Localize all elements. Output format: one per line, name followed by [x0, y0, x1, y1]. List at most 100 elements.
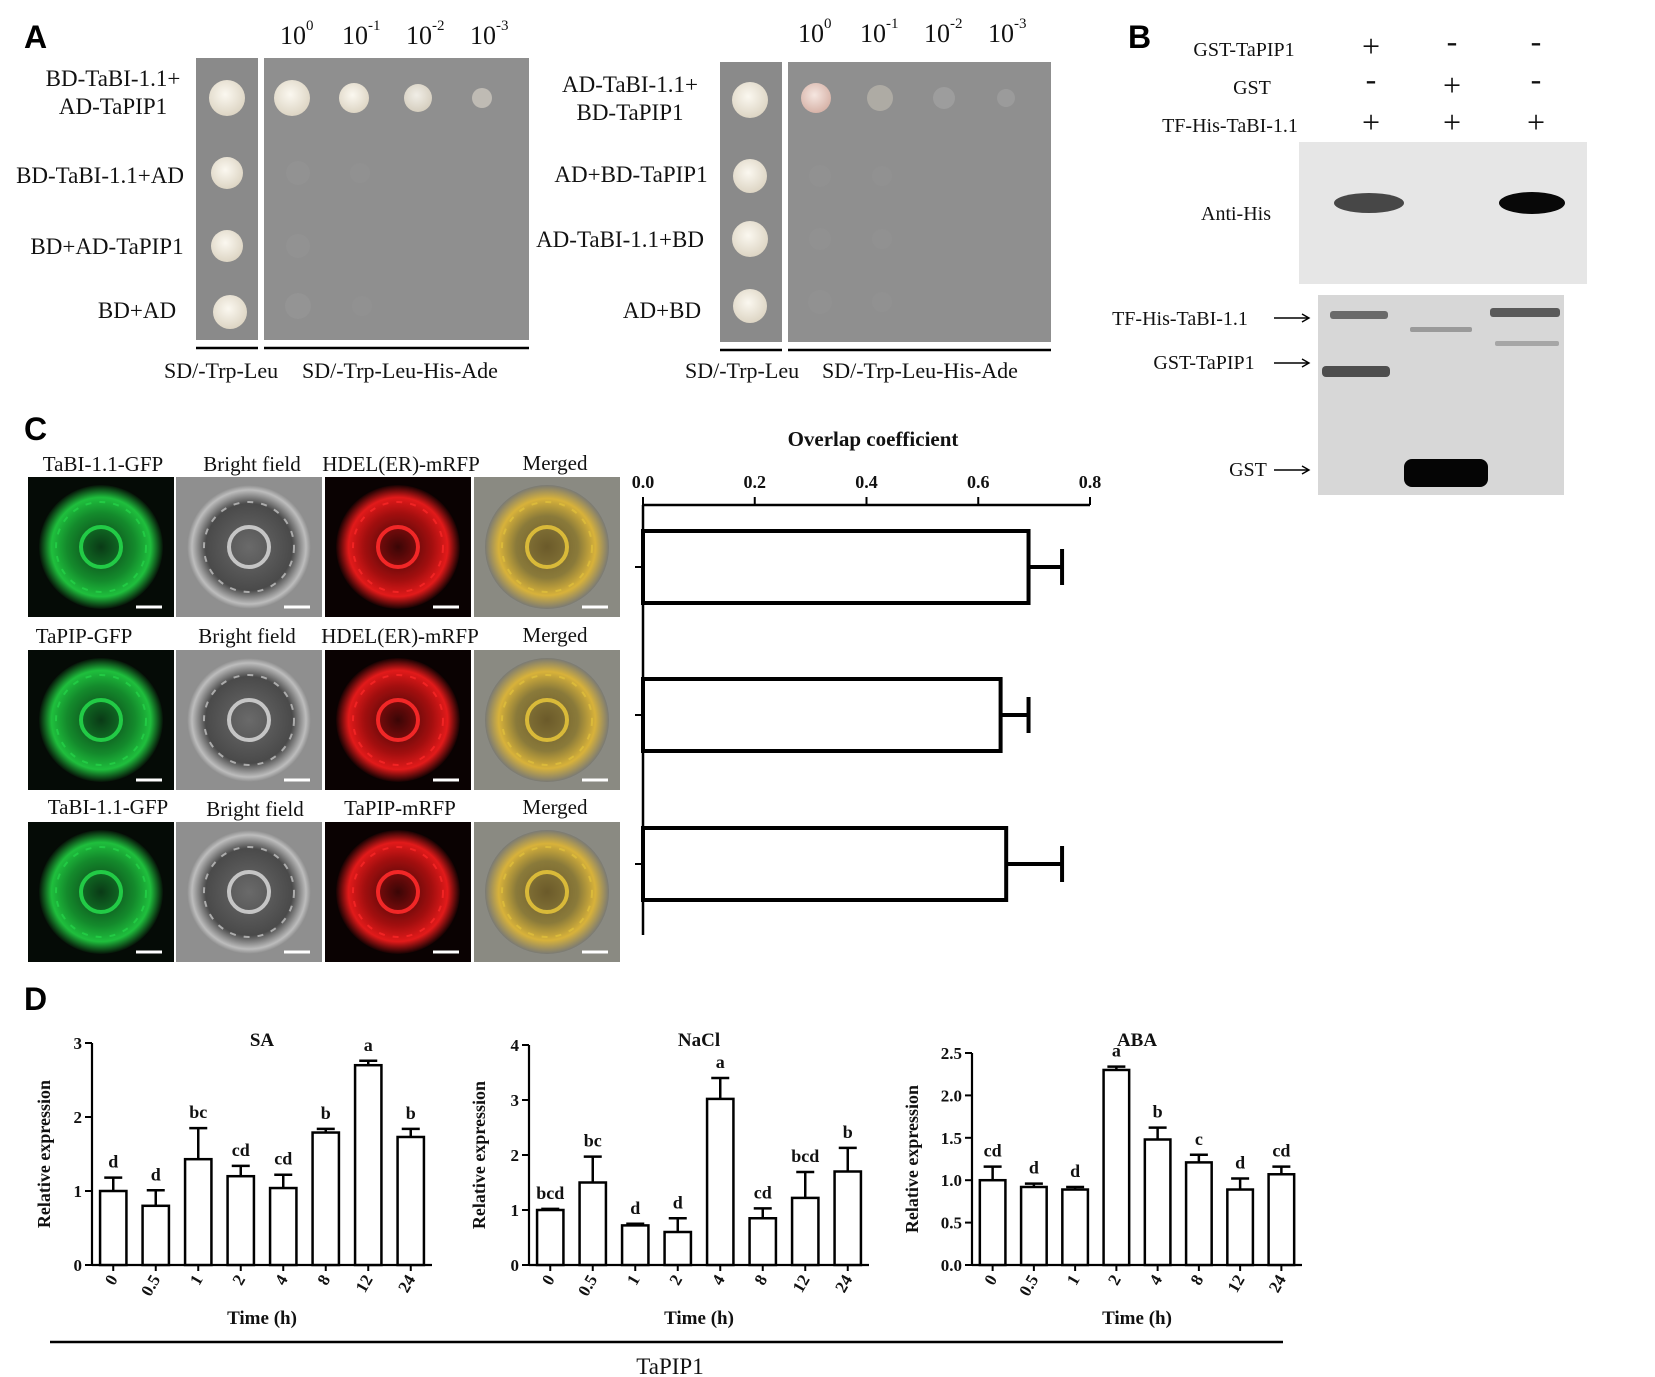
y-tick-label: 4: [511, 1036, 520, 1055]
y-tick-label: 1.5: [941, 1129, 962, 1148]
bar: [1143, 1138, 1172, 1267]
cell: [336, 658, 460, 782]
x-tick-label: 4: [708, 1271, 729, 1288]
row-label: AD-TaBI-1.1+: [562, 72, 698, 97]
cell: [39, 658, 163, 782]
x-axis-label: Time (h): [227, 1308, 297, 1329]
significance-letter: a: [1112, 1041, 1121, 1061]
image-column-label: Merged: [523, 451, 588, 475]
reticulum: [203, 674, 295, 766]
lane-sign: -: [1531, 23, 1542, 59]
y-tick-label: 2: [74, 1108, 83, 1127]
nucleus: [227, 698, 271, 742]
image-column-label: TaPIP-GFP: [36, 624, 133, 648]
reticulum: [501, 501, 593, 593]
x-tick-label: 0.8: [1079, 472, 1102, 492]
significance-letter: c: [1195, 1129, 1203, 1149]
significance-letter: b: [321, 1103, 331, 1123]
x-tick-label: 0.2: [744, 472, 767, 492]
bar: [641, 826, 1009, 902]
cell: [485, 830, 609, 954]
nucleus: [79, 525, 123, 569]
x-axis-label: Time (h): [1102, 1308, 1172, 1329]
x-tick-label: 0.0: [632, 472, 655, 492]
significance-letter: d: [630, 1198, 640, 1218]
cell: [485, 485, 609, 609]
y-tick-label: 1: [511, 1201, 520, 1220]
lane-sign: -: [1531, 61, 1542, 97]
nucleus: [525, 698, 569, 742]
x-tick-label: 24: [394, 1271, 419, 1296]
x-tick-label: 2: [666, 1272, 687, 1289]
significance-letter: a: [364, 1035, 373, 1055]
panel-c-colocalization: TaBI-1.1-GFP Bright field HDEL(ER)-mRFP …: [28, 427, 1101, 962]
dilution-label: 10-3: [988, 16, 1027, 48]
image-column-label: Bright field: [198, 624, 296, 648]
bar: [578, 1181, 608, 1267]
nucleus: [227, 870, 271, 914]
significance-letter: cd: [754, 1182, 772, 1202]
x-tick-label: 2: [1104, 1272, 1125, 1289]
pulldown-row-label: GST: [1233, 77, 1271, 99]
row-label: BD-TaPIP1: [576, 100, 683, 125]
row-label: BD+AD-TaPIP1: [30, 234, 183, 259]
x-tick-label: 0: [101, 1272, 122, 1289]
significance-letter: b: [843, 1122, 853, 1142]
chart-title: SA: [250, 1030, 275, 1051]
row-label: AD+BD: [623, 298, 701, 323]
nucleus: [79, 870, 123, 914]
y-tick-label: 0: [511, 1256, 520, 1275]
row-label: AD+BD-TaPIP1: [554, 162, 707, 187]
bar: [183, 1157, 213, 1267]
cell: [485, 658, 609, 782]
image-column-label: Bright field: [203, 452, 301, 476]
x-tick-label: 8: [314, 1272, 335, 1289]
y-tick-label: 3: [511, 1091, 520, 1110]
significance-letter: d: [151, 1164, 161, 1184]
y-axis-label: Relative expression: [902, 1085, 922, 1233]
chart-title: ABA: [1117, 1030, 1157, 1051]
pulldown-row-label: TF-His-TaBI-1.1: [1162, 115, 1298, 137]
media-label: SD/-Trp-Leu: [685, 358, 799, 383]
overlap-chart: 0.0 0.2 0.4 0.6 0.8: [632, 472, 1102, 935]
dilution-label: 10-2: [406, 18, 445, 50]
y-tick-label: 2.5: [941, 1044, 962, 1063]
media-label: SD/-Trp-Leu-His-Ade: [302, 358, 498, 383]
x-tick-label: 8: [751, 1272, 772, 1289]
cell: [187, 830, 311, 954]
image-column-label: Merged: [523, 795, 588, 819]
row-label: BD-TaBI-1.1+AD: [16, 163, 184, 188]
panel-label-c: C: [24, 411, 47, 447]
x-tick-label: 12: [1224, 1272, 1249, 1296]
bar: [1019, 1185, 1048, 1267]
significance-letter: cd: [232, 1140, 250, 1160]
bar: [748, 1217, 778, 1267]
y-tick-label: 3: [74, 1034, 83, 1053]
image-column-label: Merged: [523, 623, 588, 647]
significance-letter: b: [406, 1103, 416, 1123]
x-tick-label: 4: [271, 1271, 292, 1288]
x-tick-label: 1: [623, 1272, 644, 1289]
cell: [336, 830, 460, 954]
image-column-label: HDEL(ER)-mRFP: [321, 624, 479, 648]
x-tick-label: 0.5: [574, 1272, 601, 1300]
x-tick-label: 0.6: [967, 472, 990, 492]
y-tick-label: 0.0: [941, 1256, 962, 1275]
x-tick-label: 0: [538, 1272, 559, 1289]
significance-letter: d: [1070, 1161, 1080, 1181]
x-tick-label: 12: [789, 1272, 814, 1296]
panel-label-d: D: [24, 981, 47, 1017]
bar: [1061, 1188, 1090, 1267]
plate-selective: [788, 62, 1051, 342]
nucleus: [227, 525, 271, 569]
reticulum: [55, 674, 147, 766]
gel-band: [1330, 311, 1388, 319]
cell: [39, 830, 163, 954]
nucleus: [525, 525, 569, 569]
bar: [790, 1196, 820, 1267]
image-column-label: TaBI-1.1-GFP: [48, 795, 168, 819]
x-tick-label: 4: [1145, 1271, 1166, 1288]
media-label: SD/-Trp-Leu-His-Ade: [822, 358, 1018, 383]
